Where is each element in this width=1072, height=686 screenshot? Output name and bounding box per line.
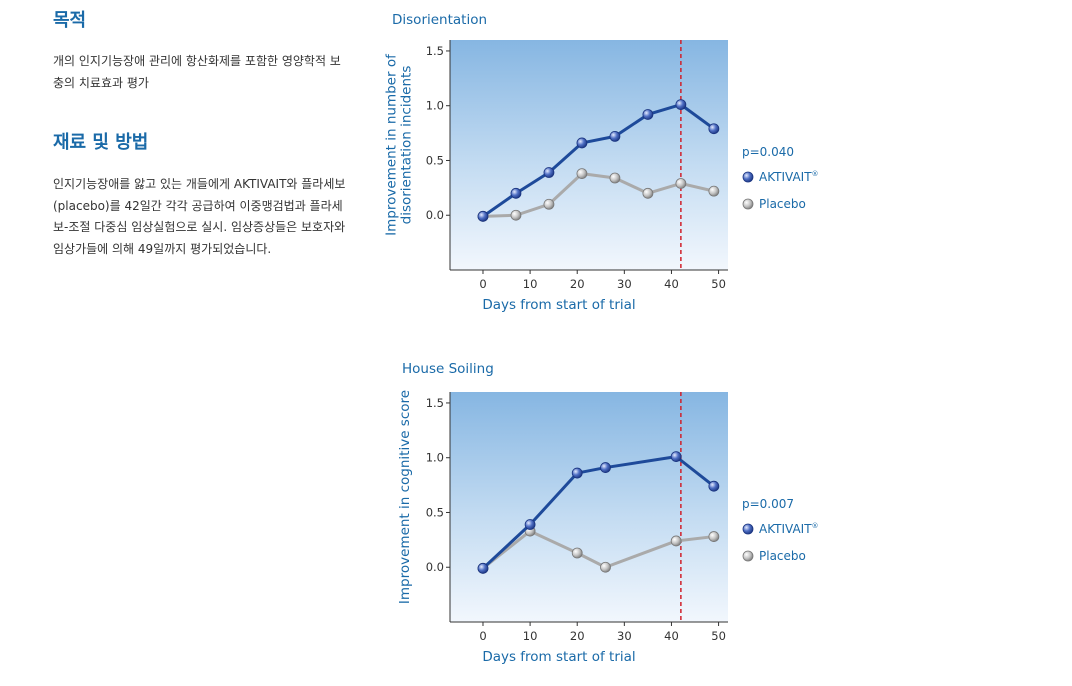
p-value-label: p=0.040	[742, 145, 794, 159]
legend-aktivait-label: AKTIVAIT®	[759, 522, 819, 536]
x-axis-label: Days from start of trial	[482, 649, 635, 665]
aktivait-point	[642, 109, 654, 120]
aktivait-point	[670, 451, 682, 463]
x-tick-label: 0	[479, 629, 486, 643]
x-tick-label: 40	[664, 277, 679, 291]
x-tick-label: 20	[570, 277, 585, 291]
y-tick-label: 0.0	[426, 560, 444, 574]
placebo-point	[675, 178, 687, 189]
x-tick-label: 20	[570, 629, 585, 643]
aktivait-point	[708, 480, 720, 492]
plot-area	[450, 40, 728, 270]
placebo-point	[708, 531, 720, 542]
aktivait-line	[481, 455, 715, 570]
legend-placebo-label: Placebo	[759, 197, 806, 211]
p-value-label: p=0.007	[742, 497, 794, 511]
aktivait-point	[543, 167, 555, 178]
plot-area	[450, 392, 728, 622]
x-tick-label: 30	[617, 629, 632, 643]
y-axis-label: disorientation incidents	[399, 66, 415, 225]
chart-title: House Soiling	[402, 361, 494, 377]
placebo-point	[708, 185, 720, 197]
y-tick-label: 1.5	[426, 44, 444, 58]
placebo-point	[642, 187, 654, 199]
legend-aktivait-marker	[742, 523, 754, 535]
y-tick-label: 1.0	[426, 99, 444, 113]
placebo-point	[576, 168, 588, 180]
y-tick-label: 1.5	[426, 396, 444, 410]
purpose-text: 개의 인지기능장애 관리에 항산화제를 포함한 영양학적 보충의 치료효과 평가	[53, 54, 341, 90]
methods-text: 인지기능장애를 앓고 있는 개들에게 AKTIVAIT와 플라세보(placeb…	[53, 177, 346, 256]
legend-placebo-label: Placebo	[759, 549, 806, 563]
x-tick-label: 40	[664, 629, 679, 643]
chart-1: Disorientation 0.0 0.5 1.0 1.5 0 10 20 30 40 50 Day…	[384, 12, 819, 313]
aktivait-point	[510, 187, 522, 199]
x-tick-label: 30	[617, 277, 632, 291]
x-tick-label: 0	[479, 277, 486, 291]
y-axis-label: Improvement in number of	[384, 53, 400, 236]
aktivait-point	[675, 99, 687, 111]
x-tick-label: 10	[523, 629, 538, 643]
chart-title: Disorientation	[392, 12, 487, 28]
legend-aktivait-label: AKTIVAIT®	[759, 170, 819, 184]
chart-2: House Soiling 0.0 0.5 1.0 1.5 0 10 20 30 40 50 Days…	[397, 361, 819, 665]
aktivait-point	[609, 130, 621, 142]
x-tick-label: 50	[711, 629, 726, 643]
aktivait-point	[576, 137, 588, 149]
legend-placebo-marker	[742, 550, 754, 562]
aktivait-point	[708, 123, 720, 135]
placebo-line	[482, 529, 715, 570]
aktivait-point	[600, 462, 611, 473]
y-tick-label: 0.5	[426, 153, 444, 167]
aktivait-point	[524, 519, 536, 530]
placebo-point	[609, 172, 621, 184]
placebo-line	[482, 172, 715, 218]
x-tick-label: 10	[523, 277, 538, 291]
y-tick-label: 1.0	[426, 451, 444, 465]
aktivait-point	[477, 562, 489, 574]
aktivait-point	[477, 210, 489, 222]
methods-heading: 재료 및 방법	[53, 132, 149, 153]
placebo-point	[510, 209, 522, 221]
y-axis-label: Improvement in cognitive score	[397, 390, 413, 604]
placebo-point	[600, 561, 611, 573]
aktivait-point	[571, 467, 583, 479]
legend-aktivait-marker	[742, 171, 754, 183]
purpose-heading: 목적	[53, 10, 87, 31]
placebo-point	[670, 535, 682, 547]
y-tick-label: 0.0	[426, 208, 444, 222]
y-tick-label: 0.5	[426, 505, 444, 519]
aktivait-line	[482, 103, 715, 218]
x-axis-label: Days from start of trial	[482, 297, 635, 313]
placebo-point	[571, 547, 583, 559]
placebo-point	[543, 198, 555, 210]
legend-placebo-marker	[742, 198, 754, 210]
x-tick-label: 50	[711, 277, 726, 291]
